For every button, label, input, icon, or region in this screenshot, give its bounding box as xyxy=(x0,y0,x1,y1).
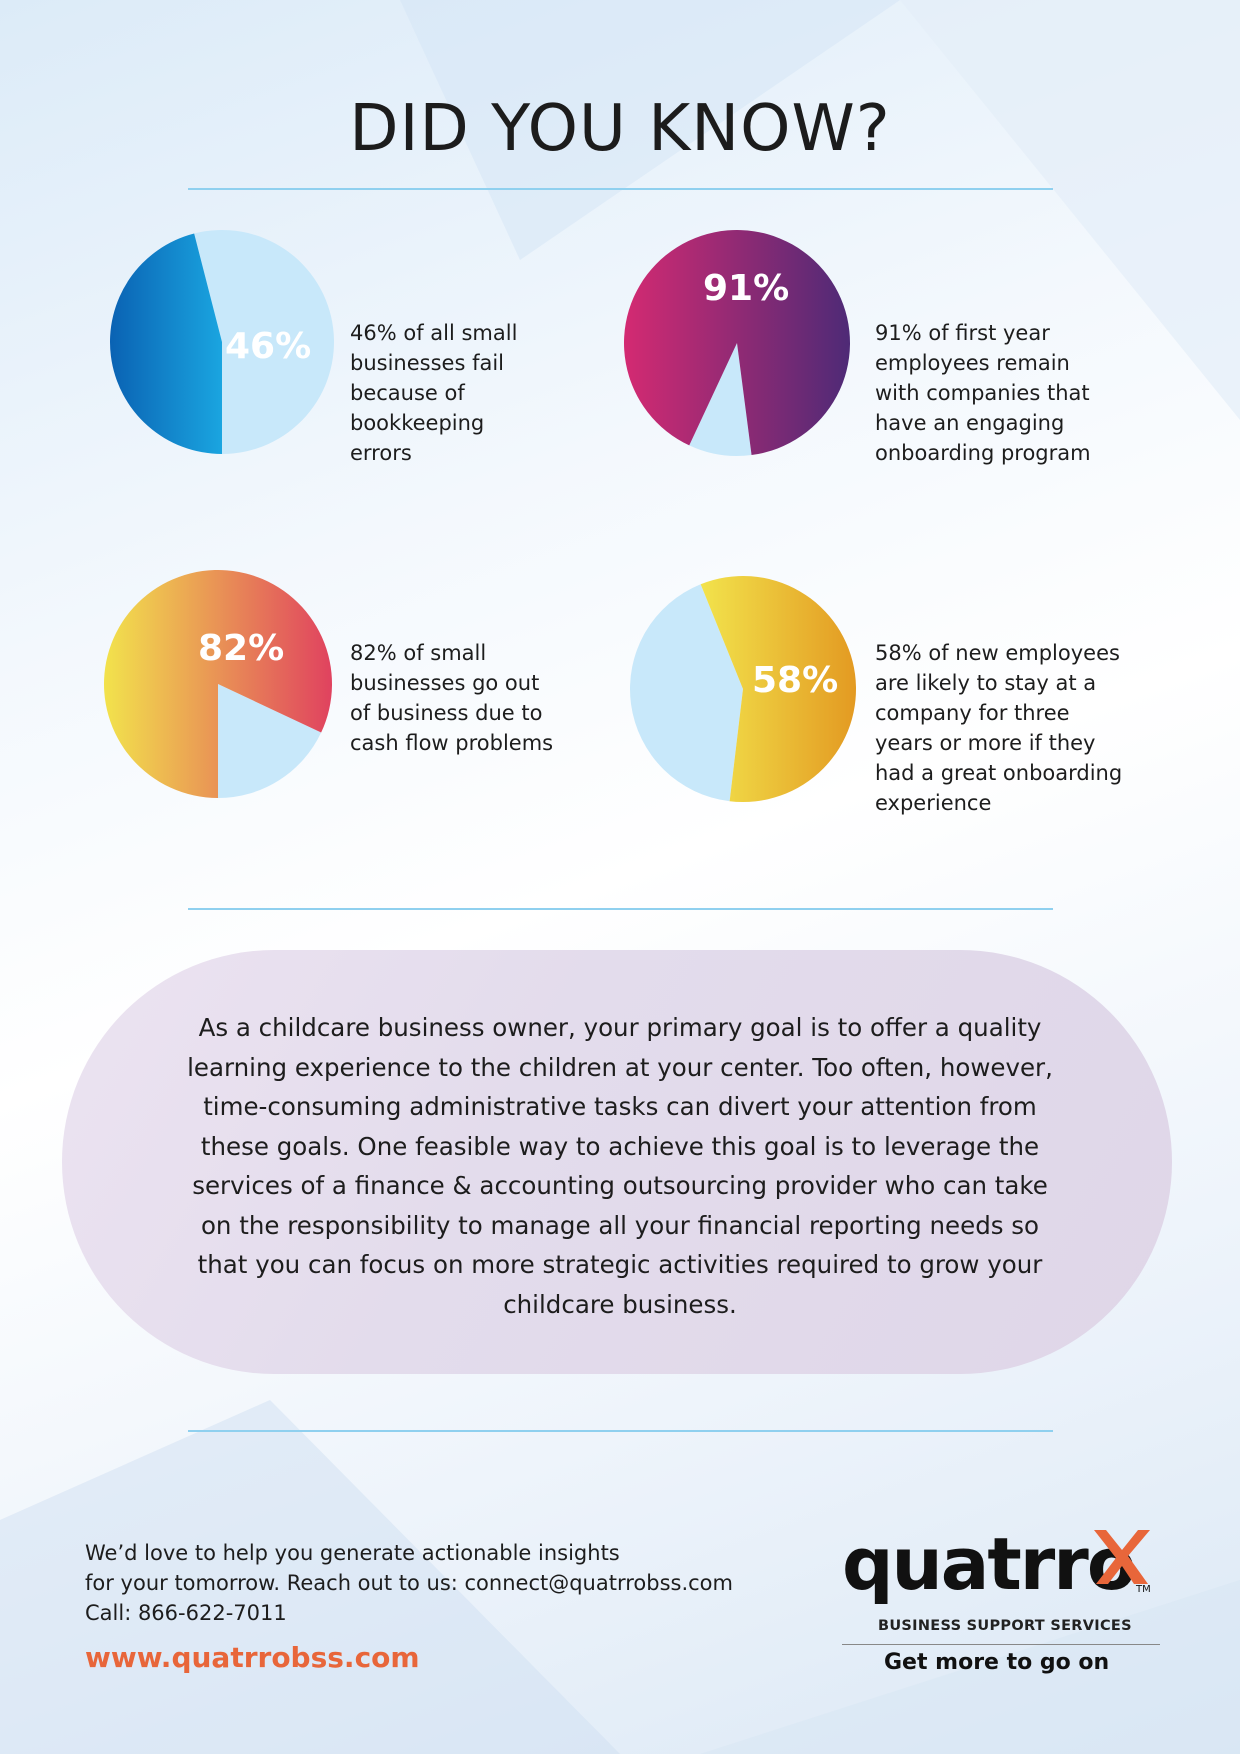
contact-line-email[interactable]: for your tomorrow. Reach out to us: conn… xyxy=(85,1571,733,1595)
contact-phone[interactable]: Call: 866-622-7011 xyxy=(85,1601,287,1625)
pie-chart-46 xyxy=(109,230,334,454)
trademark-mark: TM xyxy=(1136,1584,1151,1595)
pie-value-slice xyxy=(109,233,222,454)
stat-value-label: 91% xyxy=(703,268,790,309)
pie-remainder-slice xyxy=(630,584,743,802)
pie-value-slice xyxy=(700,576,856,802)
pie-chart-58 xyxy=(630,576,856,802)
logo-divider xyxy=(842,1644,1160,1645)
pie-remainder-slice xyxy=(689,343,752,456)
top-divider xyxy=(188,188,1053,190)
stat-description: 91% of first year employees remain with co… xyxy=(875,321,1091,465)
pie-remainder-slice xyxy=(194,230,334,454)
stat-value-label: 82% xyxy=(198,628,285,669)
stat-value-label: 58% xyxy=(752,660,839,701)
pie-chart-82 xyxy=(104,570,333,798)
callout-text: As a childcare business owner, your prim… xyxy=(187,1013,1053,1319)
company-logo: quatrro TM BUSINESS SUPPORT SERVICES Get… xyxy=(838,1520,1168,1675)
middle-divider xyxy=(188,908,1053,910)
website-link[interactable]: www.quatrrobss.com xyxy=(85,1641,420,1674)
pie-remainder-slice xyxy=(218,684,322,798)
stat-description: 82% of small businesses go out of business… xyxy=(350,641,554,755)
stat-description: 58% of new employees are likely to stay a… xyxy=(875,641,1123,815)
logo-subtitle: BUSINESS SUPPORT SERVICES xyxy=(878,1618,1132,1634)
contact-line: We’d love to help you generate actionabl… xyxy=(85,1541,620,1565)
logo-tagline: Get more to go on xyxy=(884,1650,1110,1675)
pie-chart-91 xyxy=(623,229,850,456)
pie-value-slice xyxy=(623,229,850,456)
callout-panel xyxy=(62,950,1172,1374)
stat-description: 46% of all small businesses fail because o… xyxy=(350,321,518,465)
page-title: DID YOU KNOW? xyxy=(349,92,891,166)
contact-info: We’d love to help you generate actionabl… xyxy=(85,1538,733,1628)
logo-x-mark-icon xyxy=(1094,1530,1150,1584)
logo-wordmark: quatrro xyxy=(842,1522,1136,1606)
stat-value-label: 46% xyxy=(225,326,312,367)
pie-value-slice xyxy=(104,570,333,798)
bottom-divider xyxy=(188,1430,1053,1432)
